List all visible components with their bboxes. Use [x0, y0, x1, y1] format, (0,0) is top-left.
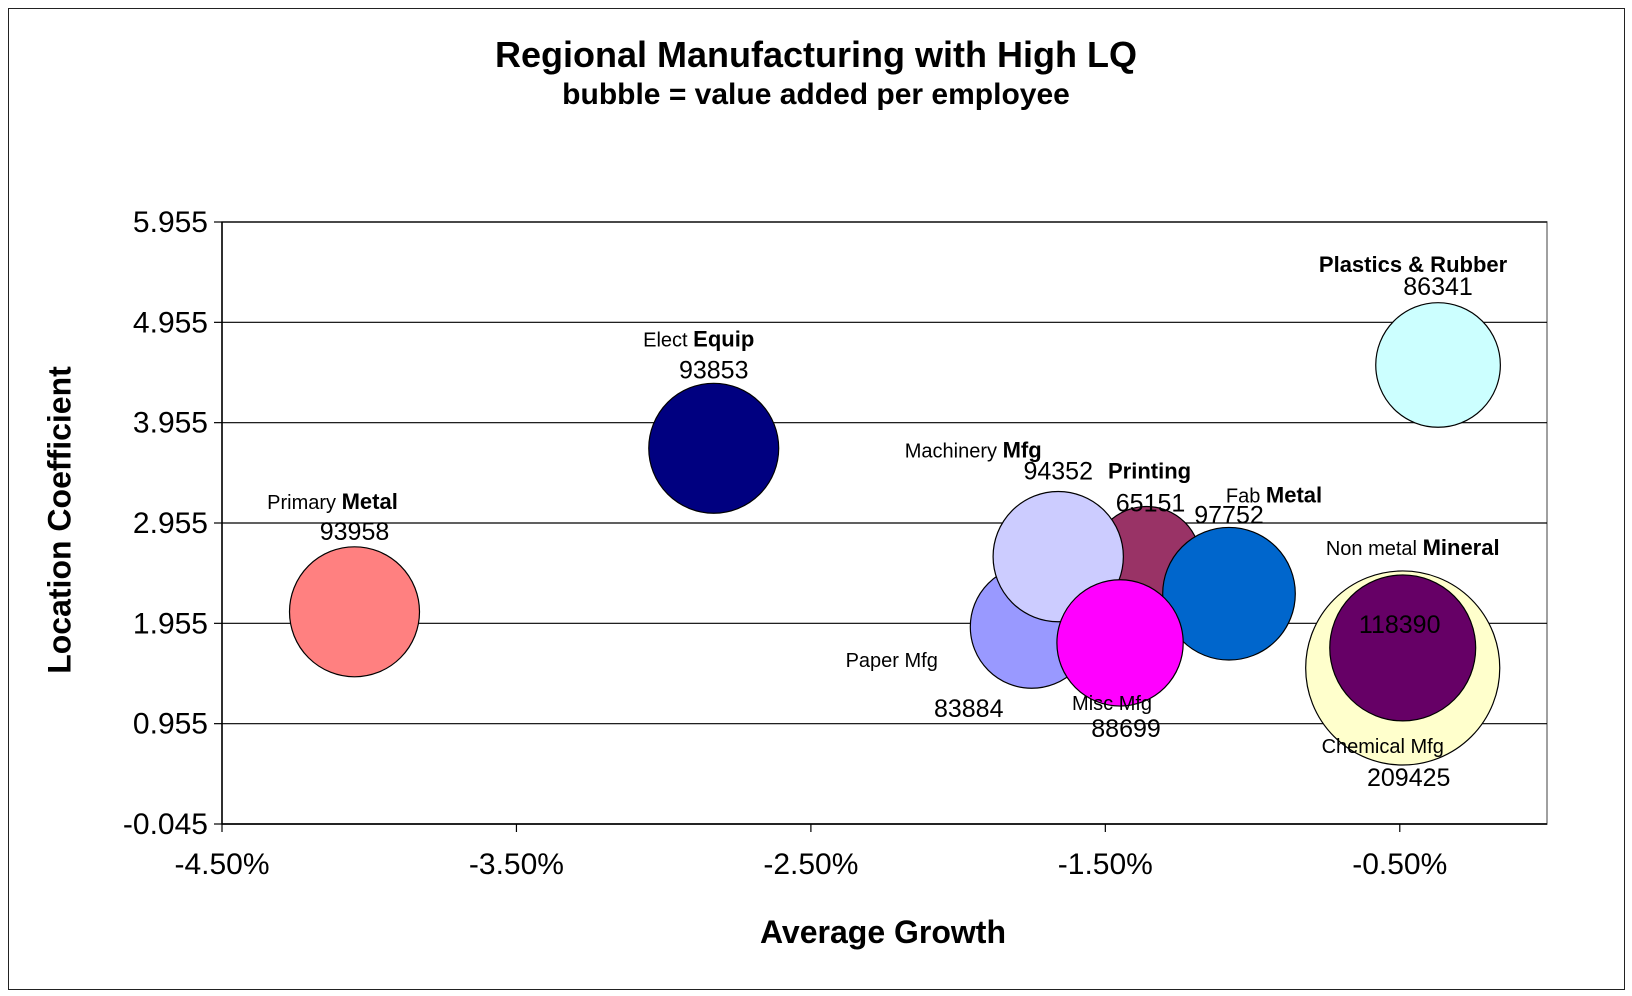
x-tick-label: -2.50% [763, 848, 858, 881]
bubble-name-label: Primary Metal [267, 489, 398, 514]
bubble-value-label: 88699 [1091, 715, 1161, 743]
y-tick-label: 4.955 [133, 306, 208, 339]
bubble-name-label: Machinery Mfg [905, 438, 1042, 463]
bubble-name-label: Fab Metal [1226, 483, 1322, 508]
bubble-value-label: 93958 [320, 518, 390, 546]
y-tick-label: 2.955 [133, 507, 208, 540]
bubble-name-label: Elect Equip [643, 326, 754, 351]
bubble-value-label: 83884 [934, 695, 1004, 723]
chart-subtitle: bubble = value added per employee [562, 78, 1070, 111]
bubble [288, 546, 421, 678]
bubble [1375, 302, 1501, 428]
x-axis-label: Average Growth [760, 914, 1006, 950]
y-tick-label: 3.955 [133, 407, 208, 440]
bubble-name-label: Misc Mfg [1072, 693, 1152, 715]
y-tick-label: -0.045 [123, 808, 208, 841]
bubble-name-label: Printing [1108, 459, 1191, 484]
x-tick-label: -4.50% [174, 848, 269, 881]
bubble [1329, 574, 1477, 722]
bubble-name-label: Non metal Mineral [1326, 535, 1500, 560]
chart-title: Regional Manufacturing with High LQ [495, 34, 1137, 75]
y-tick-label: 5.955 [133, 206, 208, 239]
y-tick-label: 1.955 [133, 607, 208, 640]
x-tick-label: -0.50% [1352, 848, 1447, 881]
bubble [1162, 526, 1296, 661]
bubble [1056, 579, 1184, 707]
bubble-value-label: 94352 [1023, 458, 1093, 486]
bubble-value-label: 65151 [1116, 490, 1186, 518]
bubble-value-label: 93853 [679, 356, 749, 384]
x-tick-label: -3.50% [469, 848, 564, 881]
bubble-value-label: 97752 [1194, 502, 1264, 530]
bubble [648, 382, 780, 514]
bubble-value-label: 118390 [1359, 611, 1441, 639]
bubble-value-label: 86341 [1403, 273, 1473, 301]
x-tick-label: -1.50% [1058, 848, 1153, 881]
bubble-name-label: Paper Mfg [846, 650, 938, 672]
bubble-name-label: Plastics & Rubber [1319, 252, 1508, 277]
bubble-name-label: Chemical Mfg [1322, 736, 1444, 758]
bubble-value-label: 209425 [1367, 764, 1450, 792]
y-tick-label: 0.955 [133, 708, 208, 741]
